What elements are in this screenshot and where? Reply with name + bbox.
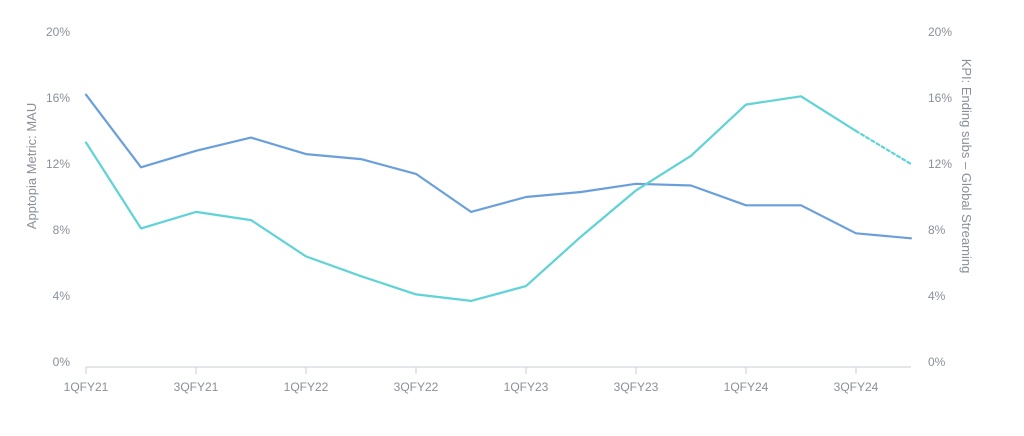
right-y-tick-label: 12% — [928, 157, 952, 171]
right-y-tick-label: 16% — [928, 91, 952, 105]
x-tick-label: 3QFY21 — [174, 380, 219, 394]
x-tick-label: 3QFY24 — [834, 380, 879, 394]
right-axis-title: KPI: Ending subs – Global Streaming — [959, 59, 974, 274]
left-y-tick-label: 20% — [46, 25, 70, 39]
x-tick-label: 1QFY23 — [504, 380, 549, 394]
x-tick-label: 1QFY24 — [724, 380, 769, 394]
x-tick-label: 1QFY21 — [64, 380, 109, 394]
left-y-tick-label: 0% — [53, 355, 71, 369]
x-tick-label: 1QFY22 — [284, 380, 329, 394]
x-tick-label: 3QFY23 — [614, 380, 659, 394]
right-y-tick-label: 0% — [928, 355, 946, 369]
x-tick-label: 3QFY22 — [394, 380, 439, 394]
series-line-2 — [84, 95, 858, 302]
right-y-tick-label: 20% — [928, 25, 952, 39]
left-y-tick-label: 8% — [53, 223, 71, 237]
series-line-1 — [84, 93, 913, 240]
left-y-tick-label: 16% — [46, 91, 70, 105]
left-y-tick-label: 4% — [53, 289, 71, 303]
left-axis-title: Apptopia Metric: MAU — [24, 103, 39, 229]
right-y-tick-label: 4% — [928, 289, 946, 303]
series-line-2-dashed — [854, 129, 913, 166]
left-y-tick-label: 12% — [46, 157, 70, 171]
right-y-tick-label: 8% — [928, 223, 946, 237]
